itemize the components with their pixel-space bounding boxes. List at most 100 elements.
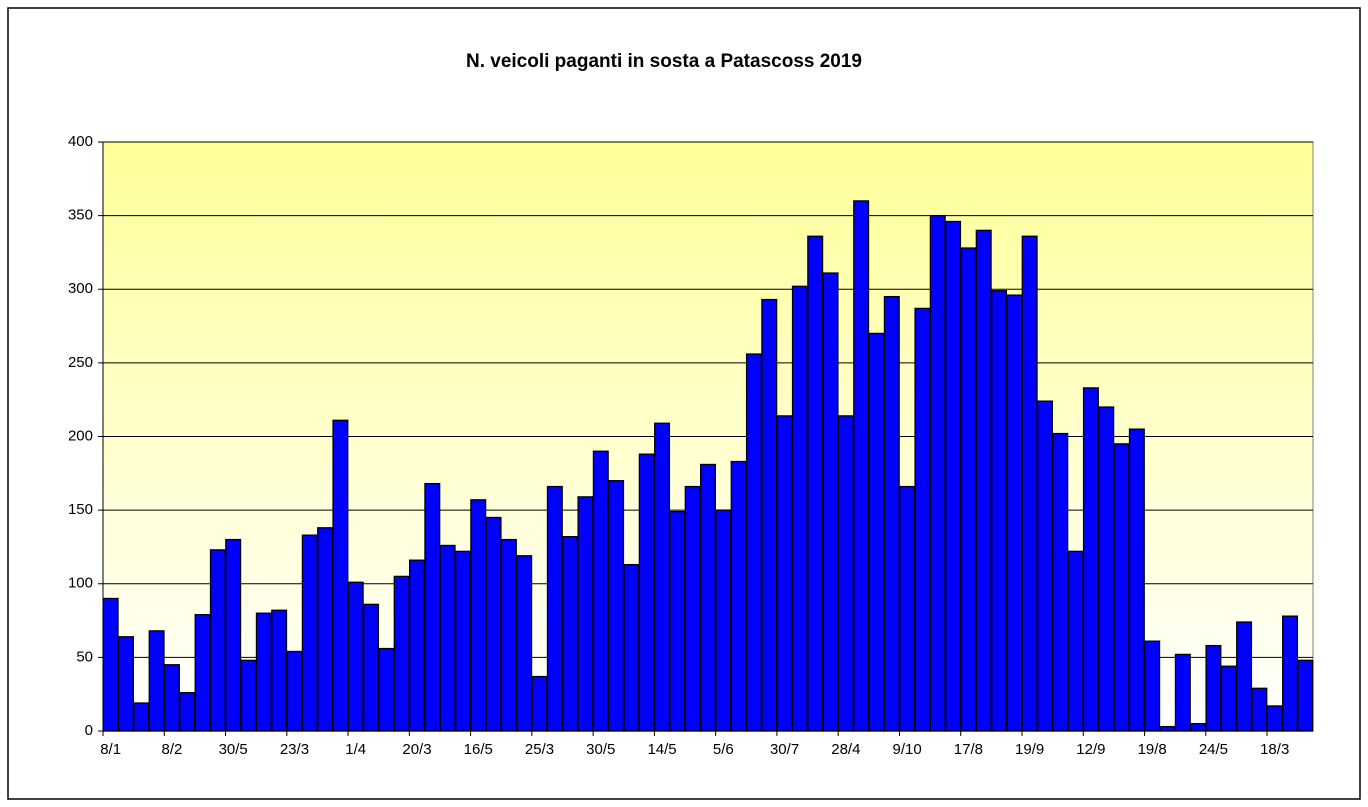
- x-tick-label: 9/10: [893, 741, 922, 758]
- bar: [516, 555, 533, 732]
- bar: [546, 485, 563, 732]
- y-tick-label: 250: [68, 354, 93, 371]
- bar: [347, 581, 364, 732]
- x-tick-label: 1/4: [345, 741, 366, 758]
- x-tick-label: 28/4: [831, 741, 860, 758]
- bar: [301, 534, 318, 732]
- bar: [317, 527, 334, 732]
- bar: [715, 509, 732, 732]
- bar: [837, 415, 854, 732]
- x-tick-label: 5/6: [713, 741, 734, 758]
- x-tick-label: 30/7: [770, 741, 799, 758]
- bar: [179, 692, 196, 732]
- bar: [408, 559, 425, 732]
- bar: [454, 550, 471, 732]
- y-tick-label: 100: [68, 575, 93, 592]
- bar: [225, 538, 242, 732]
- bar: [1159, 725, 1176, 732]
- bar: [148, 630, 165, 732]
- bar: [883, 295, 900, 732]
- x-tick-label: 30/5: [219, 741, 248, 758]
- x-tick-label: 16/5: [464, 741, 493, 758]
- bar: [1266, 705, 1283, 732]
- bar: [945, 220, 962, 732]
- bar: [286, 650, 303, 732]
- x-tick-label: 30/5: [586, 741, 615, 758]
- y-tick-label: 150: [68, 501, 93, 518]
- x-tick-label: 14/5: [647, 741, 676, 758]
- bar: [439, 544, 456, 732]
- bar: [378, 647, 395, 732]
- y-tick-label: 350: [68, 207, 93, 224]
- bar: [807, 235, 824, 732]
- bar: [240, 659, 257, 732]
- bar: [1220, 665, 1237, 732]
- bar: [209, 549, 226, 732]
- bar: [133, 702, 150, 732]
- bar: [1205, 644, 1222, 732]
- bar: [608, 480, 625, 732]
- bar: [791, 285, 808, 732]
- bar: [1251, 687, 1268, 732]
- x-tick-label: 25/3: [525, 741, 554, 758]
- bar: [776, 415, 793, 732]
- bar: [991, 290, 1008, 732]
- bar: [332, 419, 349, 732]
- bar: [745, 353, 762, 732]
- y-tick-label: 300: [68, 280, 93, 297]
- bar: [975, 229, 992, 732]
- chart-title: N. veicoli paganti in sosta a Patascoss …: [466, 51, 862, 72]
- y-tick-label: 0: [85, 722, 93, 739]
- bar: [271, 609, 288, 732]
- bar: [1282, 615, 1299, 732]
- x-tick-label: 19/9: [1015, 741, 1044, 758]
- bar: [1021, 235, 1038, 732]
- bar: [822, 272, 839, 732]
- x-tick-label: 12/9: [1076, 741, 1105, 758]
- bar: [500, 538, 517, 732]
- bar: [1144, 640, 1161, 732]
- bar: [424, 482, 441, 732]
- bar: [960, 247, 977, 732]
- bar: [393, 575, 410, 732]
- bar: [577, 496, 594, 732]
- x-tick-label: 24/5: [1199, 741, 1228, 758]
- bar: [914, 307, 931, 732]
- bar: [485, 516, 502, 732]
- bar: [699, 463, 717, 732]
- bar: [899, 485, 916, 732]
- x-tick-label: 19/8: [1138, 741, 1167, 758]
- bar: [1174, 653, 1191, 732]
- y-tick-label: 400: [68, 133, 93, 150]
- bar: [1006, 294, 1023, 732]
- bar: [929, 214, 946, 732]
- y-tick-label: 50: [76, 648, 93, 665]
- bar: [1113, 443, 1130, 732]
- bar: [638, 453, 655, 732]
- bar: [1297, 659, 1314, 732]
- bar: [163, 664, 180, 732]
- bar: [730, 460, 747, 732]
- bar: [1128, 428, 1145, 732]
- bar: [1082, 387, 1099, 732]
- bar: [194, 614, 211, 732]
- bar: [562, 535, 579, 732]
- bar: [1190, 722, 1207, 732]
- bar: [623, 563, 640, 732]
- bar: [654, 422, 671, 732]
- bar: [868, 332, 885, 732]
- x-tick-label: 8/1: [100, 741, 121, 758]
- bar: [531, 675, 548, 732]
- bar: [592, 450, 609, 732]
- bar: [117, 636, 134, 732]
- bar: [684, 485, 701, 732]
- x-tick-label: 18/3: [1260, 741, 1289, 758]
- x-tick-label: 23/3: [280, 741, 309, 758]
- bar: [1098, 406, 1115, 732]
- y-tick-label: 200: [68, 427, 93, 444]
- bar: [1036, 400, 1053, 732]
- x-tick-label: 17/8: [954, 741, 983, 758]
- bar: [1052, 432, 1069, 732]
- bar: [255, 612, 272, 732]
